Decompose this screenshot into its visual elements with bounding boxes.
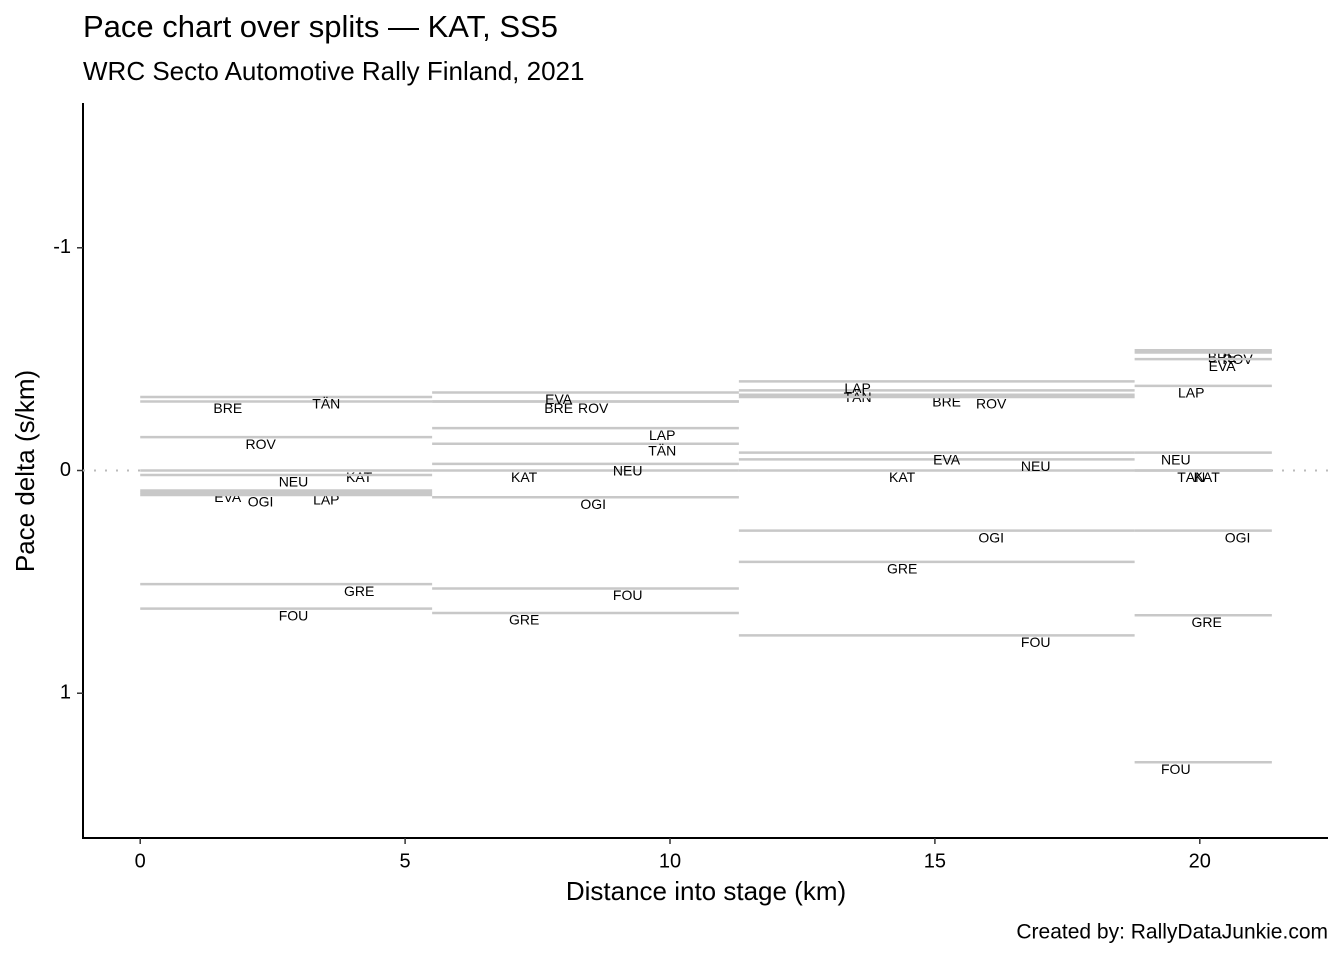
driver-label: KAT	[511, 469, 538, 485]
x-tick-label: 5	[400, 850, 411, 872]
driver-label: FOU	[279, 607, 309, 623]
driver-label: ROV	[578, 400, 609, 416]
y-tick-label: -1	[53, 236, 71, 258]
driver-label: GRE	[509, 612, 539, 628]
x-tick-label: 20	[1189, 850, 1211, 872]
driver-label: NEU	[613, 463, 643, 479]
driver-label: NEU	[1021, 458, 1051, 474]
driver-label: FOU	[1021, 634, 1051, 650]
driver-label: FOU	[1161, 761, 1191, 777]
driver-label: OGI	[580, 496, 606, 512]
driver-label: TÄN	[312, 396, 340, 412]
driver-label: LAP	[649, 427, 675, 443]
x-axis-label: Distance into stage (km)	[566, 876, 846, 906]
chart-title: Pace chart over splits — KAT, SS5	[83, 9, 558, 44]
driver-label: LAP	[844, 380, 870, 396]
chart-subtitle: WRC Secto Automotive Rally Finland, 2021	[83, 56, 584, 86]
x-tick-label: 10	[659, 850, 681, 872]
driver-label: GRE	[1191, 614, 1221, 630]
driver-label: EVA	[933, 451, 961, 467]
driver-label: NEU	[1161, 451, 1191, 467]
driver-label: TÄN	[1177, 469, 1205, 485]
driver-label: TÄN	[648, 442, 676, 458]
driver-label: KAT	[889, 469, 916, 485]
driver-label: FOU	[613, 587, 643, 603]
driver-label: GRE	[887, 561, 917, 577]
driver-label: EVA	[545, 391, 573, 407]
driver-label: BRE	[544, 400, 573, 416]
driver-label: GRE	[344, 583, 374, 599]
x-tick-label: 15	[924, 850, 946, 872]
driver-label: KAT	[346, 469, 373, 485]
driver-label: OGI	[1225, 529, 1251, 545]
driver-label: LAP	[1178, 385, 1204, 401]
caption: Created by: RallyDataJunkie.com	[1016, 921, 1328, 944]
y-tick-label: 0	[60, 459, 71, 481]
x-tick-label: 0	[135, 850, 146, 872]
driver-label: KAT	[1194, 469, 1221, 485]
y-axis-label: Pace delta (s/km)	[10, 370, 40, 572]
driver-label: NEU	[279, 474, 309, 490]
y-tick-label: 1	[60, 682, 71, 704]
driver-label: BRE	[213, 400, 242, 416]
driver-label: EVA	[1209, 358, 1237, 374]
driver-label: ROV	[245, 436, 276, 452]
driver-label: OGI	[978, 529, 1004, 545]
driver-label: ROV	[976, 396, 1007, 412]
driver-label: OGI	[248, 494, 274, 510]
